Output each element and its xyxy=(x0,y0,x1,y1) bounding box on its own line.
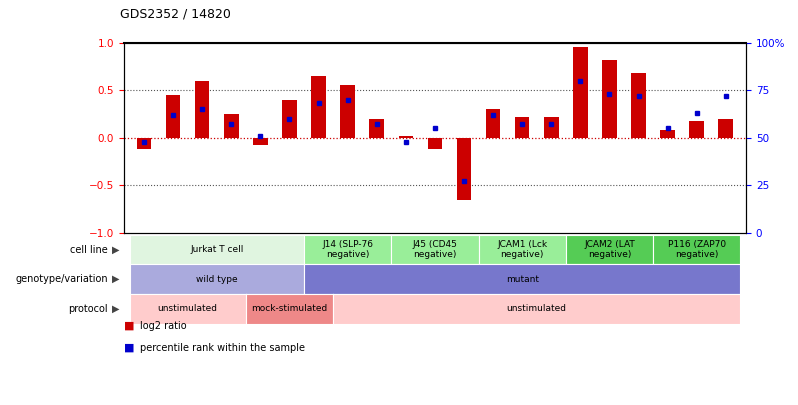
Text: ■: ■ xyxy=(124,321,134,330)
Bar xyxy=(486,109,500,138)
Text: JCAM2 (LAT
negative): JCAM2 (LAT negative) xyxy=(584,240,634,259)
Text: GDS2352 / 14820: GDS2352 / 14820 xyxy=(120,7,231,20)
Text: mutant: mutant xyxy=(506,275,539,284)
Bar xyxy=(602,60,617,138)
Bar xyxy=(398,136,413,138)
Text: ▶: ▶ xyxy=(112,274,119,284)
Text: JCAM1 (Lck
negative): JCAM1 (Lck negative) xyxy=(497,240,547,259)
Text: ▶: ▶ xyxy=(112,245,119,255)
Text: ▶: ▶ xyxy=(112,304,119,314)
Bar xyxy=(660,130,675,138)
Bar xyxy=(718,119,733,138)
Bar xyxy=(195,81,210,138)
Bar xyxy=(311,76,326,138)
Bar xyxy=(224,114,239,138)
Text: ■: ■ xyxy=(124,343,134,353)
Bar xyxy=(689,121,704,138)
Bar xyxy=(341,85,355,138)
Text: Jurkat T cell: Jurkat T cell xyxy=(190,245,243,254)
Bar xyxy=(253,138,267,145)
Text: genotype/variation: genotype/variation xyxy=(15,274,108,284)
Bar xyxy=(428,138,442,149)
Text: unstimulated: unstimulated xyxy=(507,304,567,313)
Text: log2 ratio: log2 ratio xyxy=(140,321,186,330)
Bar xyxy=(515,117,529,138)
Bar xyxy=(544,117,559,138)
Bar xyxy=(282,100,297,138)
Text: J14 (SLP-76
negative): J14 (SLP-76 negative) xyxy=(322,240,373,259)
Bar xyxy=(456,138,472,200)
Text: wild type: wild type xyxy=(196,275,238,284)
Bar xyxy=(631,73,646,138)
Bar xyxy=(136,138,152,149)
Text: J45 (CD45
negative): J45 (CD45 negative) xyxy=(413,240,457,259)
Bar xyxy=(369,119,384,138)
Text: protocol: protocol xyxy=(68,304,108,314)
Text: cell line: cell line xyxy=(70,245,108,255)
Bar xyxy=(166,95,180,138)
Bar xyxy=(573,47,587,138)
Text: percentile rank within the sample: percentile rank within the sample xyxy=(140,343,305,353)
Text: unstimulated: unstimulated xyxy=(158,304,218,313)
Text: mock-stimulated: mock-stimulated xyxy=(251,304,328,313)
Text: P116 (ZAP70
negative): P116 (ZAP70 negative) xyxy=(668,240,725,259)
